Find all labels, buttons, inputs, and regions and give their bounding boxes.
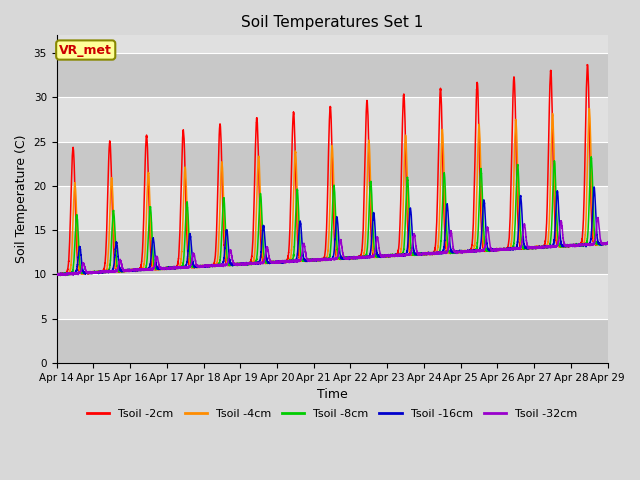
Y-axis label: Soil Temperature (C): Soil Temperature (C) <box>15 135 28 264</box>
Legend: Tsoil -2cm, Tsoil -4cm, Tsoil -8cm, Tsoil -16cm, Tsoil -32cm: Tsoil -2cm, Tsoil -4cm, Tsoil -8cm, Tsoi… <box>83 404 582 423</box>
Text: VR_met: VR_met <box>60 44 112 57</box>
Bar <box>56 275 608 319</box>
Bar <box>56 230 608 275</box>
Bar <box>56 53 608 97</box>
Bar <box>56 319 608 363</box>
Title: Soil Temperatures Set 1: Soil Temperatures Set 1 <box>241 15 423 30</box>
Bar <box>56 186 608 230</box>
Bar <box>56 142 608 186</box>
Bar <box>56 97 608 142</box>
X-axis label: Time: Time <box>317 388 348 401</box>
